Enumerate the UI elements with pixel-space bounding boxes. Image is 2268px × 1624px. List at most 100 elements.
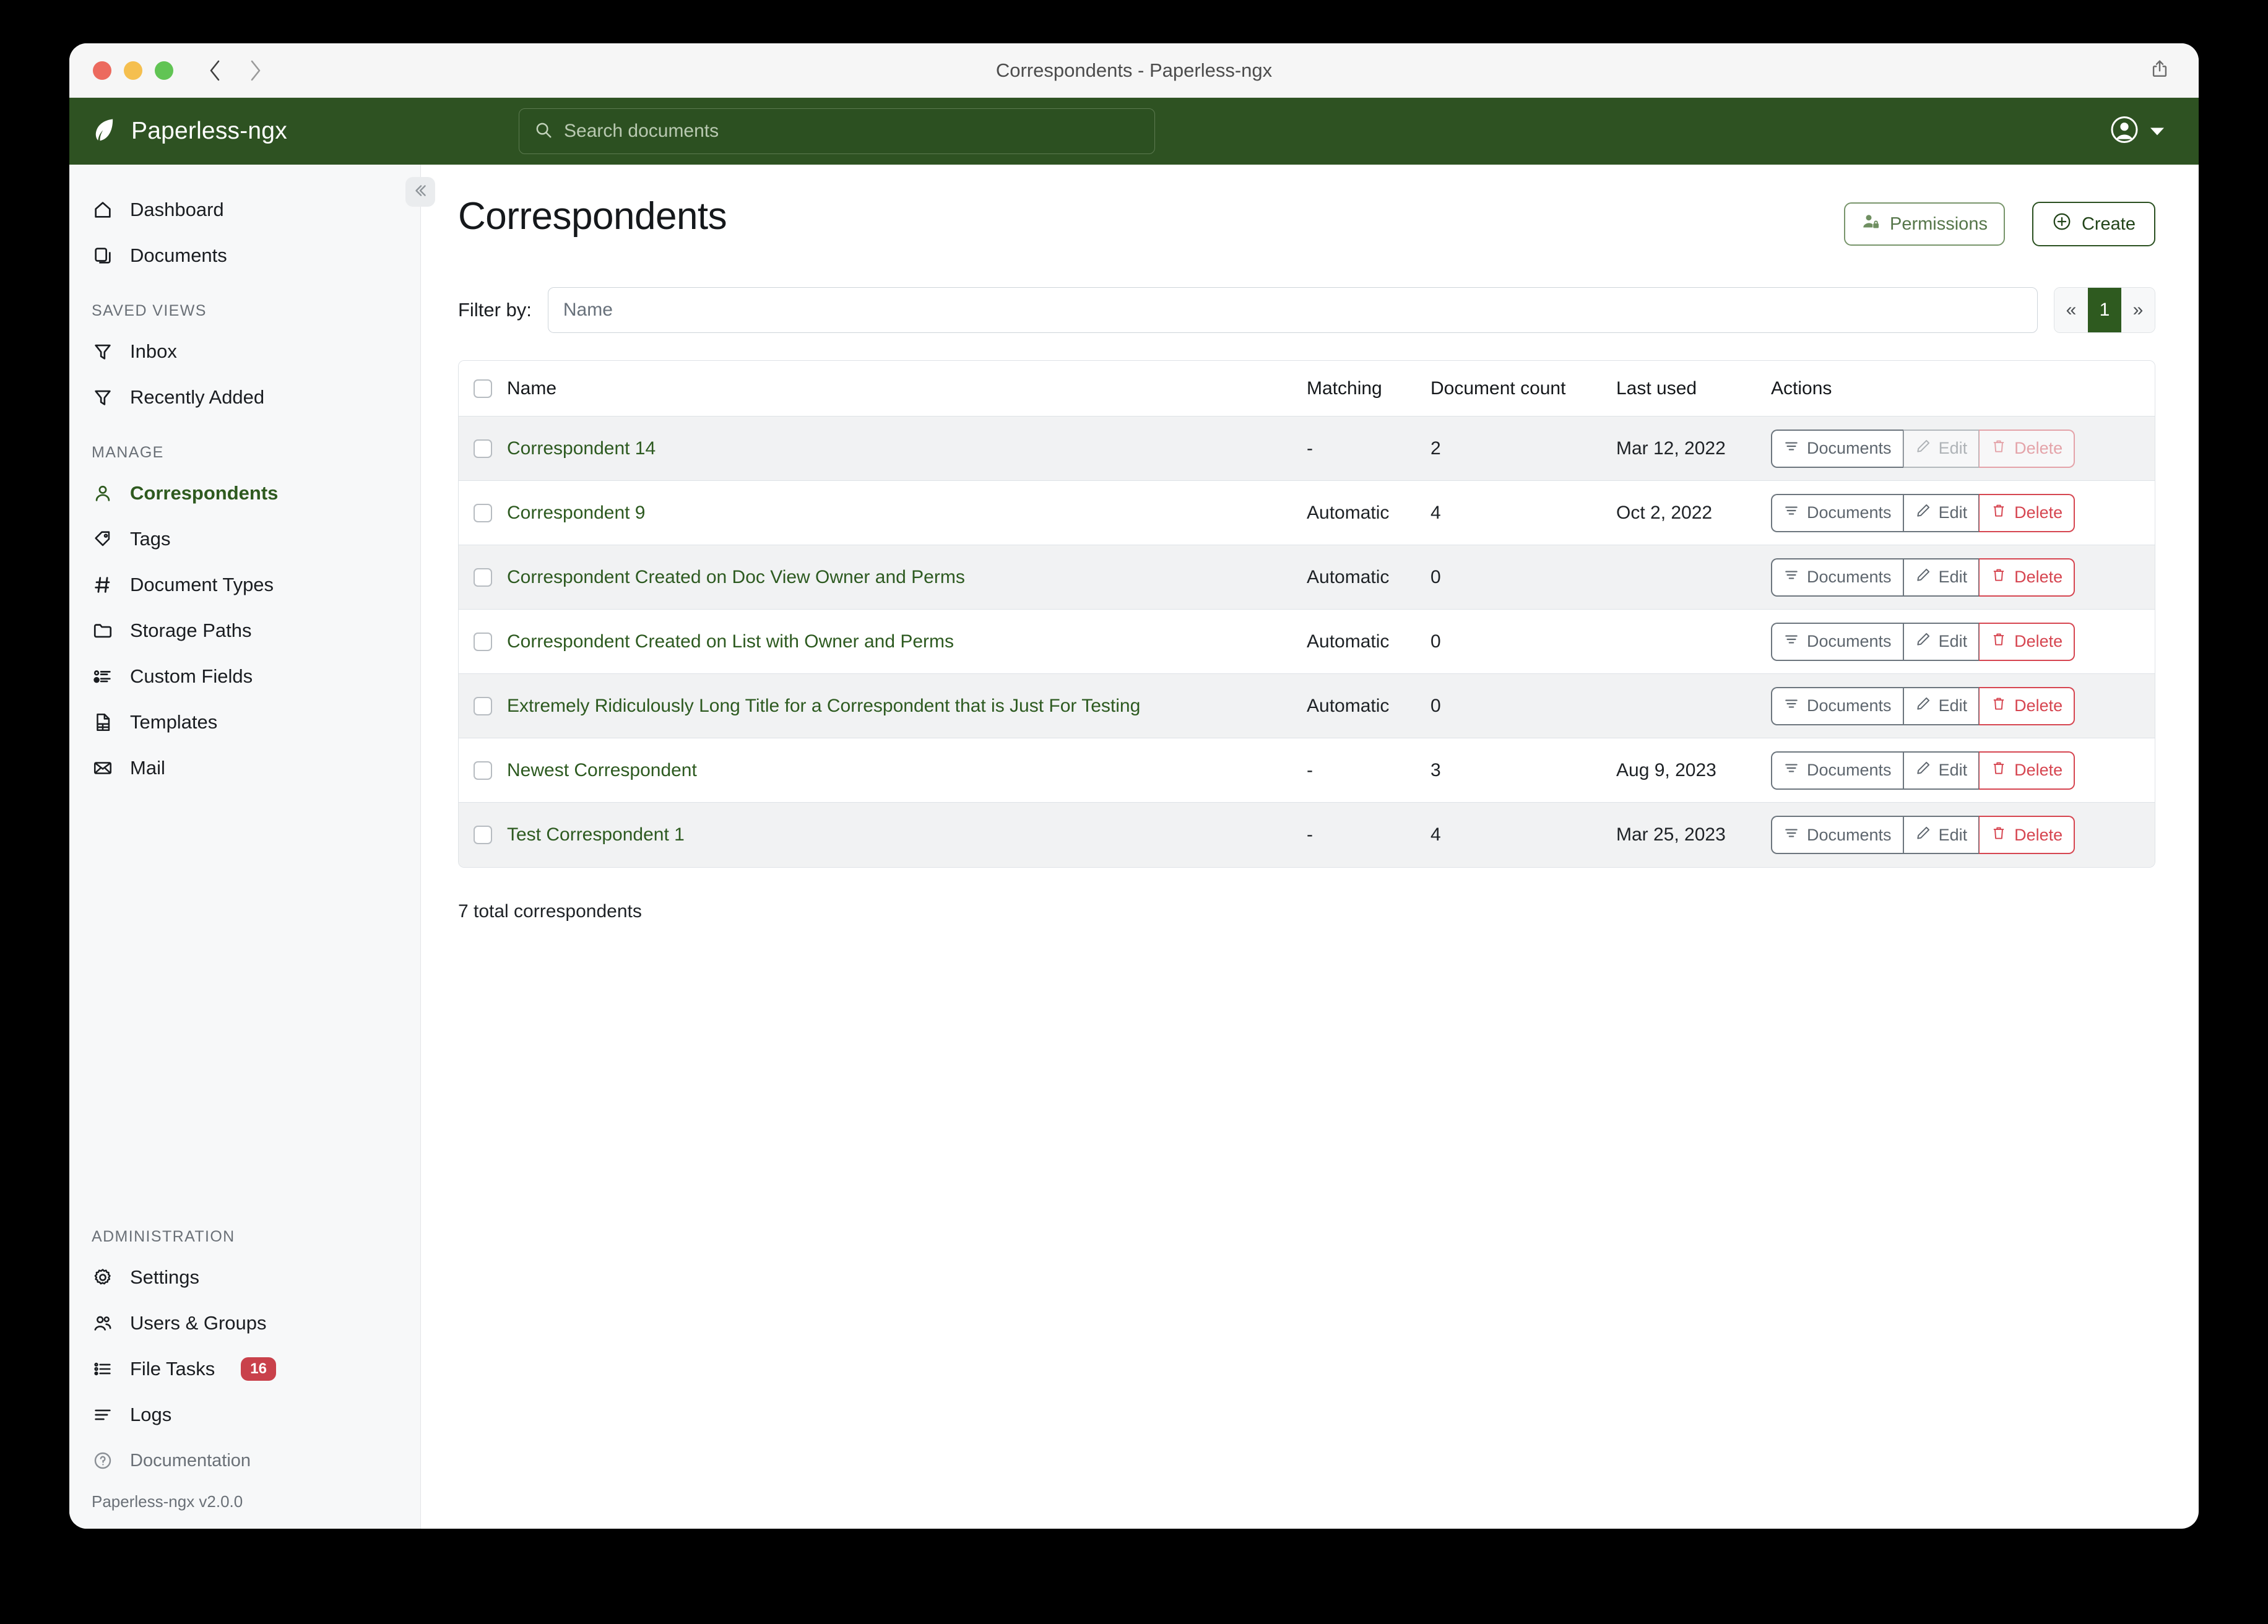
row-action-group[interactable]: Documents Edit Delete — [1771, 686, 2075, 725]
permissions-button[interactable]: Permissions — [1844, 202, 2005, 246]
edit-button[interactable]: Edit — [1903, 686, 1980, 725]
chevron-right-icon[interactable] — [248, 58, 264, 83]
row-checkbox[interactable] — [474, 761, 492, 780]
delete-button-label: Delete — [2014, 761, 2063, 779]
maximize-window-button[interactable] — [155, 61, 173, 80]
documents-button[interactable]: Documents — [1771, 493, 1903, 532]
row-action-group[interactable]: Documents Edit Delete — [1771, 429, 2075, 468]
filter-input[interactable]: Name — [547, 287, 2038, 333]
documents-button[interactable]: Documents — [1771, 751, 1903, 790]
row-action-group[interactable]: Documents Edit Delete — [1771, 816, 2075, 854]
table-row[interactable]: Correspondent 14 - 2 Mar 12, 2022 Documents E… — [459, 417, 2155, 481]
documents-button[interactable]: Documents — [1771, 816, 1903, 854]
row-select-cell[interactable] — [459, 696, 507, 715]
delete-button[interactable]: Delete — [1979, 558, 2075, 597]
row-checkbox[interactable] — [474, 632, 492, 651]
sidebar-item-recently-added[interactable]: Recently Added — [69, 374, 420, 420]
user-menu[interactable] — [2110, 115, 2164, 148]
correspondent-link[interactable]: Test Correspondent 1 — [507, 824, 685, 845]
delete-button[interactable]: Delete — [1979, 816, 2075, 854]
sidebar-item-storage-paths[interactable]: Storage Paths — [69, 608, 420, 654]
table-row[interactable]: Newest Correspondent - 3 Aug 9, 2023 Documen… — [459, 738, 2155, 803]
row-checkbox[interactable] — [474, 568, 492, 587]
delete-button[interactable]: Delete — [1979, 686, 2075, 725]
brand[interactable]: Paperless-ngx — [92, 116, 401, 147]
sidebar-item-users-groups[interactable]: Users & Groups — [69, 1300, 420, 1346]
sidebar-item-inbox[interactable]: Inbox — [69, 329, 420, 374]
correspondent-link[interactable]: Extremely Ridiculously Long Title for a … — [507, 695, 1141, 716]
row-select-cell[interactable] — [459, 503, 507, 522]
correspondent-link[interactable]: Correspondent 9 — [507, 502, 646, 523]
row-action-group[interactable]: Documents Edit Delete — [1771, 558, 2075, 597]
sidebar-item-custom-fields[interactable]: Custom Fields — [69, 654, 420, 699]
sidebar-item-dashboard[interactable]: Dashboard — [69, 187, 420, 233]
sidebar-item-templates[interactable]: Templates — [69, 699, 420, 745]
pagination-next[interactable]: » — [2121, 288, 2155, 332]
share-icon[interactable] — [2149, 58, 2170, 82]
minimize-window-button[interactable] — [124, 61, 142, 80]
column-header-matching[interactable]: Matching — [1307, 378, 1382, 399]
delete-button[interactable]: Delete — [1979, 622, 2075, 661]
sidebar-item-settings[interactable]: Settings — [69, 1255, 420, 1300]
column-header-document-count[interactable]: Document count — [1430, 378, 1566, 399]
sidebar-item-mail[interactable]: Mail — [69, 745, 420, 791]
close-window-button[interactable] — [93, 61, 111, 80]
chevron-left-icon[interactable] — [207, 58, 223, 83]
row-checkbox[interactable] — [474, 439, 492, 458]
edit-button[interactable]: Edit — [1903, 816, 1980, 854]
correspondent-link[interactable]: Correspondent Created on Doc View Owner … — [507, 566, 965, 587]
search-input[interactable]: Search documents — [519, 108, 1155, 154]
window-controls[interactable] — [93, 61, 173, 80]
row-checkbox[interactable] — [474, 503, 492, 522]
table-row[interactable]: Extremely Ridiculously Long Title for a … — [459, 674, 2155, 738]
row-select-cell[interactable] — [459, 826, 507, 844]
row-action-group[interactable]: Documents Edit Delete — [1771, 622, 2075, 661]
correspondent-link[interactable]: Correspondent 14 — [507, 438, 656, 459]
browser-nav[interactable] — [207, 58, 264, 83]
pagination[interactable]: « 1 » — [2054, 287, 2155, 333]
table-row[interactable]: Correspondent 9 Automatic 4 Oct 2, 2022 Docu… — [459, 481, 2155, 545]
table-row[interactable]: Correspondent Created on List with Owner… — [459, 610, 2155, 674]
sidebar-item-documentation[interactable]: Documentation — [69, 1438, 420, 1484]
select-all-checkbox[interactable] — [474, 379, 492, 398]
create-button[interactable]: Create — [2032, 202, 2155, 246]
row-select-cell[interactable] — [459, 632, 507, 651]
edit-button[interactable]: Edit — [1903, 493, 1980, 532]
sidebar-collapse-button[interactable] — [405, 177, 435, 207]
correspondent-link[interactable]: Correspondent Created on List with Owner… — [507, 631, 954, 652]
row-checkbox[interactable] — [474, 826, 492, 844]
table-row[interactable]: Test Correspondent 1 - 4 Mar 25, 2023 Docume… — [459, 803, 2155, 867]
documents-button[interactable]: Documents — [1771, 558, 1903, 597]
row-select-cell[interactable] — [459, 439, 507, 458]
row-select-cell[interactable] — [459, 761, 507, 780]
sidebar-item-file-tasks[interactable]: File Tasks 16 — [69, 1346, 420, 1392]
delete-button[interactable]: Delete — [1979, 493, 2075, 532]
column-header-name[interactable]: Name — [507, 378, 557, 399]
sidebar-item-document-types[interactable]: Document Types — [69, 562, 420, 608]
row-action-group[interactable]: Documents Edit Delete — [1771, 751, 2075, 790]
sidebar-item-tags[interactable]: Tags — [69, 516, 420, 562]
edit-button[interactable]: Edit — [1903, 622, 1980, 661]
select-all-cell[interactable] — [459, 379, 507, 398]
edit-button[interactable]: Edit — [1903, 751, 1980, 790]
row-action-group[interactable]: Documents Edit Delete — [1771, 493, 2075, 532]
cell-actions: Documents Edit Delete — [1771, 558, 2155, 597]
correspondent-link[interactable]: Newest Correspondent — [507, 759, 697, 780]
sidebar-item-correspondents[interactable]: Correspondents — [69, 470, 420, 516]
sidebar-item-documents[interactable]: Documents — [69, 233, 420, 279]
pagination-page-1[interactable]: 1 — [2088, 288, 2121, 332]
documents-button[interactable]: Documents — [1771, 622, 1903, 661]
gear-icon — [90, 1267, 115, 1288]
table-row[interactable]: Correspondent Created on Doc View Owner … — [459, 545, 2155, 610]
documents-button[interactable]: Documents — [1771, 429, 1903, 468]
row-select-cell[interactable] — [459, 568, 507, 587]
row-checkbox[interactable] — [474, 696, 492, 715]
user-circle-icon[interactable] — [2110, 115, 2139, 148]
edit-button[interactable]: Edit — [1903, 558, 1980, 597]
caret-down-icon[interactable] — [2150, 127, 2164, 135]
sidebar-item-logs[interactable]: Logs — [69, 1392, 420, 1438]
delete-button[interactable]: Delete — [1979, 751, 2075, 790]
documents-button[interactable]: Documents — [1771, 686, 1903, 725]
pagination-prev[interactable]: « — [2054, 288, 2088, 332]
column-header-last-used[interactable]: Last used — [1616, 378, 1697, 399]
